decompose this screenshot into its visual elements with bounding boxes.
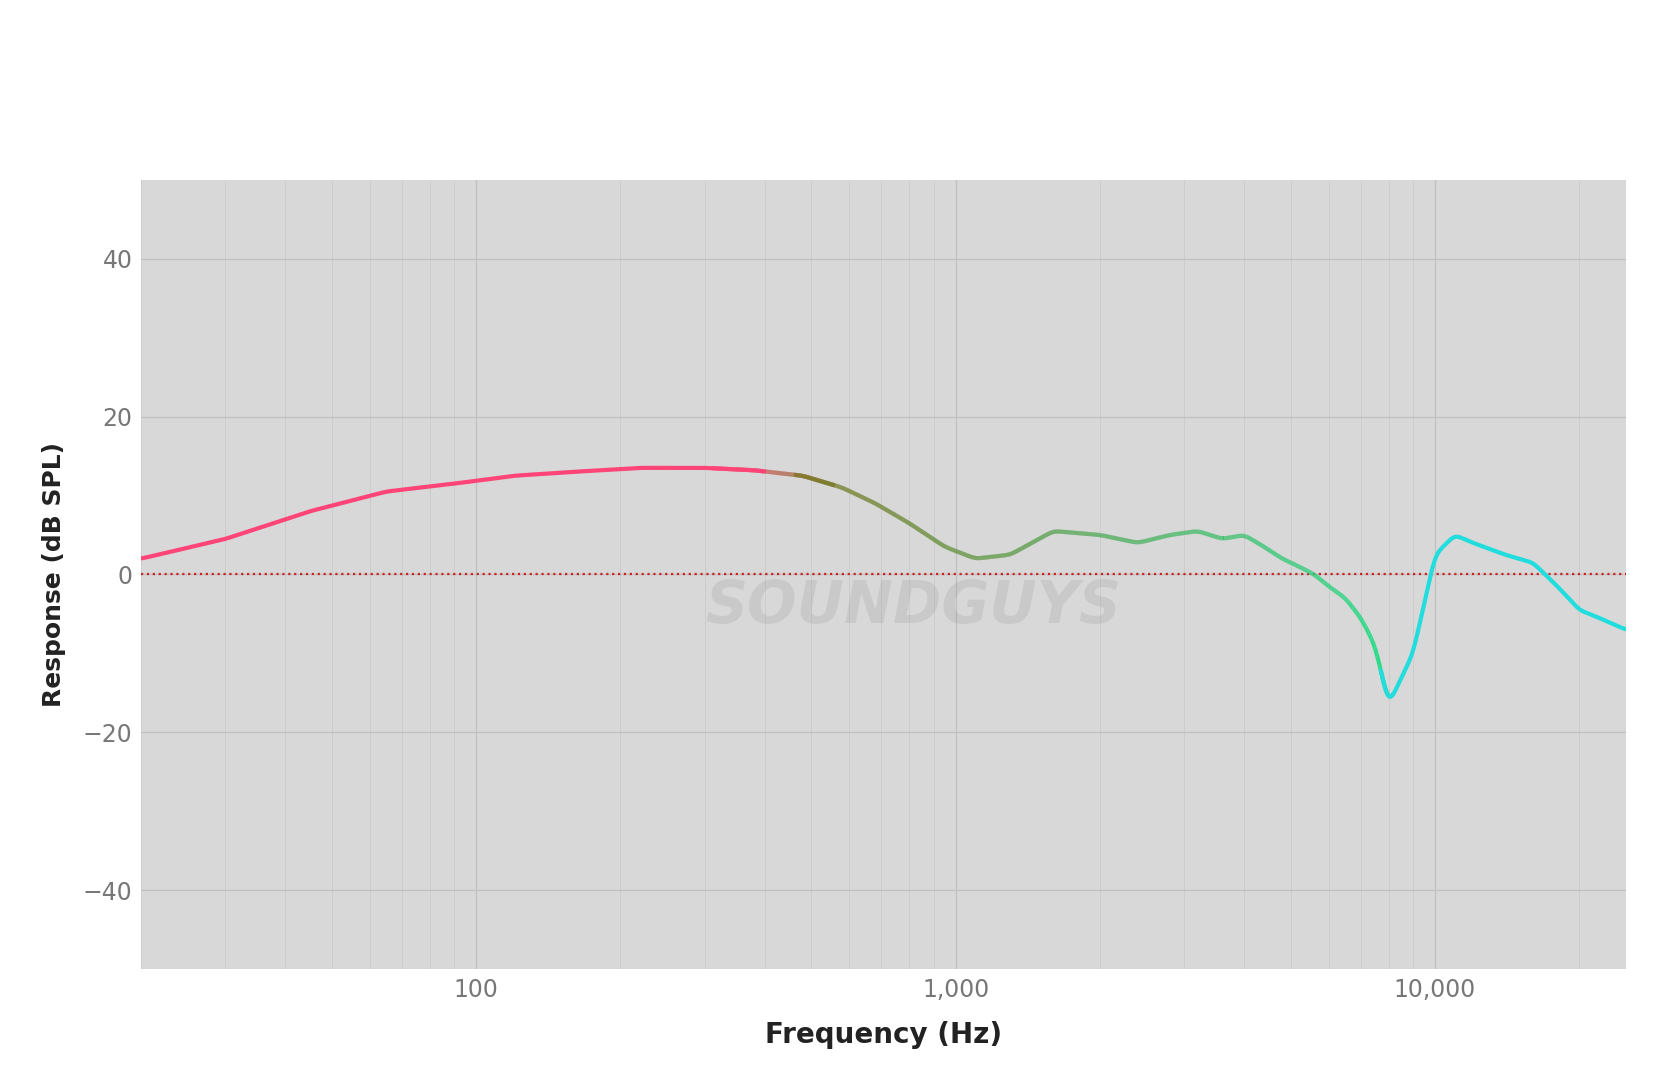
Y-axis label: Response (dB SPL): Response (dB SPL) [41, 442, 66, 707]
Text: SOUNDGUYS: SOUNDGUYS [705, 577, 1121, 635]
Text: House of Marley Exodus Frequency Response: House of Marley Exodus Frequency Respons… [226, 46, 1433, 90]
X-axis label: Frequency (Hz): Frequency (Hz) [765, 1021, 1002, 1049]
